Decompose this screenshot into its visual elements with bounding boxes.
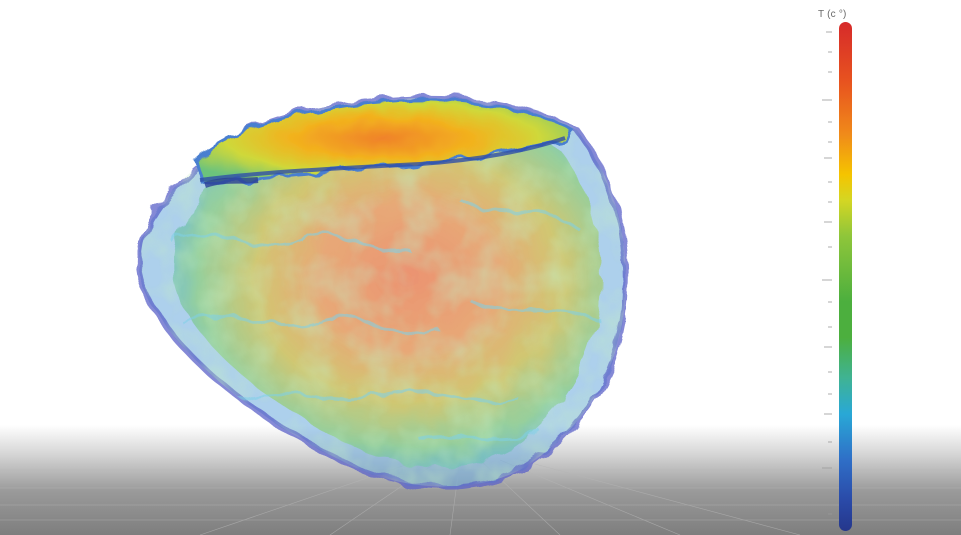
legend-title: T (c °) <box>818 9 847 20</box>
colorbar-ticks <box>822 31 832 515</box>
colorbar <box>839 22 852 531</box>
